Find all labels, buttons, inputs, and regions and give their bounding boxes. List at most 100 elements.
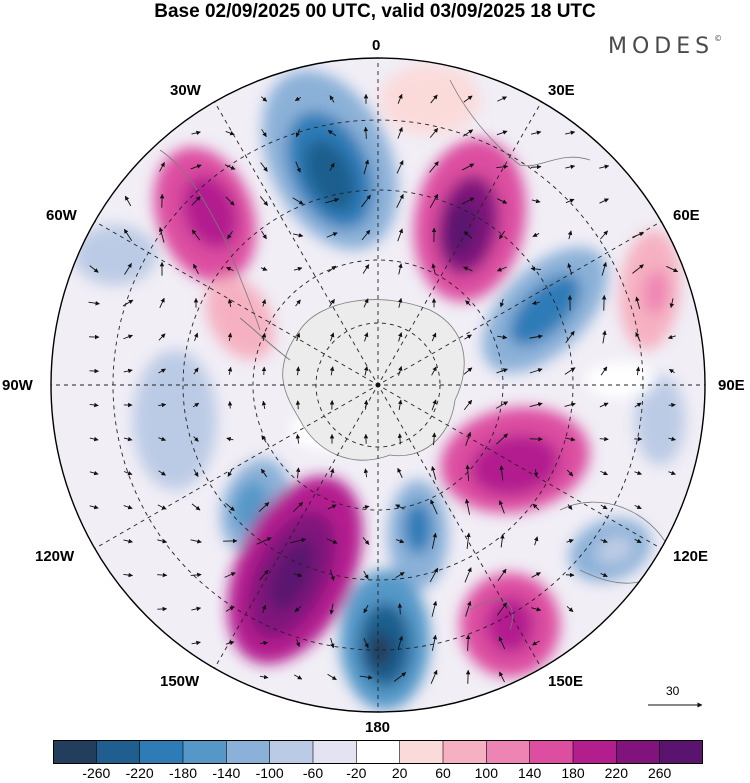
- wind-arrow: [325, 198, 340, 204]
- anomaly-contour: [509, 274, 581, 346]
- wind-arrow: [363, 298, 369, 308]
- wind-arrow: [397, 228, 403, 242]
- wind-arrow: [329, 162, 335, 172]
- wind-arrow: [602, 330, 607, 344]
- lon-label-180: 180: [365, 719, 391, 736]
- wind-arrow: [499, 230, 505, 240]
- wind-arrow: [327, 265, 337, 273]
- wind-arrow: [464, 334, 472, 340]
- colorbar-tick-label: 260: [647, 765, 672, 781]
- wind-arrow: [226, 266, 234, 272]
- wind-arrow: [327, 504, 337, 510]
- wind-arrow: [89, 436, 99, 442]
- wind-arrow: [430, 94, 438, 104]
- wind-arrow: [397, 126, 403, 139]
- wind-arrow: [465, 498, 471, 515]
- colorbar-tick-label: 20: [391, 765, 408, 781]
- colorbar-tick-label: 60: [435, 765, 451, 781]
- wind-arrow: [465, 300, 471, 306]
- wind-arrow: [361, 194, 371, 208]
- wind-arrow: [499, 298, 505, 308]
- wind-arrow: [261, 366, 267, 375]
- wind-arrow: [159, 297, 165, 309]
- wind-arrow: [395, 572, 405, 578]
- colorbar-swatch: [226, 740, 271, 764]
- wind-arrow: [465, 464, 470, 482]
- anomaly-field: [73, 65, 685, 710]
- wind-arrow: [330, 332, 335, 342]
- wind-arrow: [431, 432, 437, 446]
- colorbar-swatch: [573, 740, 617, 764]
- wind-arrow: [635, 296, 641, 310]
- wind-arrow: [499, 465, 504, 481]
- wind-arrow: [157, 504, 167, 510]
- wind-arrow: [190, 572, 202, 578]
- wind-arrow: [397, 603, 403, 615]
- wind-arrow: [396, 160, 404, 174]
- wind-arrow: [227, 230, 233, 240]
- wind-arrow: [292, 501, 304, 513]
- wind-arrow: [601, 261, 607, 276]
- lon-label-150e: 150E: [548, 673, 584, 690]
- wind-arrow: [466, 532, 471, 549]
- wind-arrow: [431, 600, 438, 617]
- lon-label-60e: 60E: [673, 207, 700, 224]
- anomaly-contour: [232, 480, 268, 530]
- wind-arrow: [193, 469, 199, 477]
- colorbar: [53, 740, 703, 764]
- wind-arrow: [364, 332, 369, 342]
- wind-arrow: [398, 263, 403, 275]
- wind-arrow: [329, 569, 335, 581]
- wind-arrow: [292, 197, 304, 205]
- colorbar-tick-label: 100: [474, 765, 499, 781]
- wind-arrow: [295, 366, 301, 376]
- anomaly-contour: [445, 200, 479, 256]
- wind-arrow: [497, 334, 508, 340]
- brand-logo: MODES©: [608, 34, 722, 59]
- wind-arrow: [191, 130, 201, 136]
- wind-arrow: [500, 534, 505, 548]
- wind-arrow: [533, 469, 539, 478]
- wind-arrow: [565, 330, 575, 344]
- wind-arrow: [565, 164, 576, 170]
- wind-arrow: [566, 469, 574, 477]
- wind-arrow: [564, 402, 576, 407]
- wind-arrow: [600, 504, 608, 510]
- wind-arrow: [397, 467, 403, 478]
- latitude-circle: [252, 259, 504, 511]
- colorbar-tick-label: 140: [517, 765, 542, 781]
- wind-arrow: [430, 499, 438, 515]
- colorbar-tick-label: -140: [212, 765, 241, 781]
- wind-arrow: [89, 402, 99, 408]
- wind-arrow: [123, 505, 133, 510]
- wind-arrow: [600, 538, 608, 543]
- wind-arrow: [564, 367, 576, 375]
- wind-arrow: [330, 637, 335, 649]
- wind-arrow: [124, 195, 132, 207]
- anomaly-contour: [380, 65, 480, 135]
- wind-arrow: [329, 603, 334, 615]
- wind-arrow: [567, 262, 573, 275]
- wind-arrow: [295, 434, 301, 444]
- colorbar-swatch: [356, 740, 401, 764]
- wind-arrow: [461, 163, 475, 171]
- colorbar-tick-label: 180: [561, 765, 585, 781]
- wind-arrow: [191, 606, 202, 612]
- wind-arrow: [632, 232, 645, 238]
- colorbar-tick-label: -20: [346, 765, 367, 781]
- anomaly-contour: [404, 502, 432, 554]
- wind-arrow: [635, 332, 641, 342]
- wind-arrow: [463, 95, 473, 103]
- wind-arrow: [599, 402, 609, 408]
- wind-arrow: [224, 572, 236, 578]
- wind-arrow: [193, 367, 199, 375]
- wind-arrow: [295, 161, 301, 173]
- wind-arrow: [431, 366, 437, 376]
- wind-arrow: [123, 538, 133, 544]
- wind-arrow: [157, 572, 168, 578]
- wind-arrow: [225, 502, 235, 512]
- wind-arrow: [123, 334, 133, 340]
- wind-arrow: [294, 96, 301, 102]
- wind-arrow: [259, 569, 269, 581]
